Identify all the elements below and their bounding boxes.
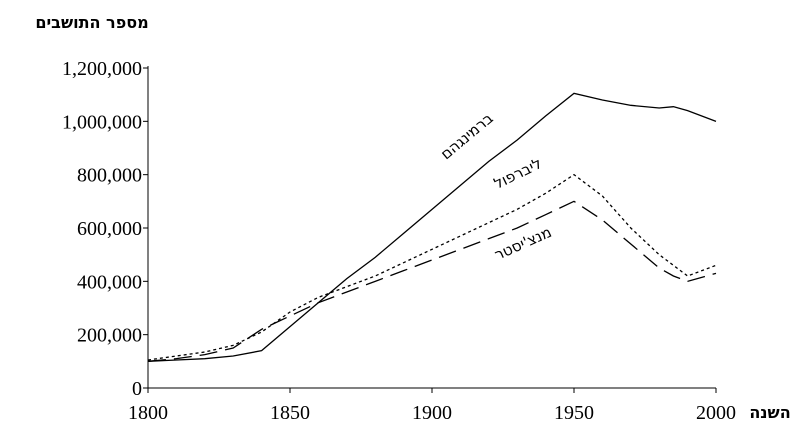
x-tick-label: 1950 [554,402,594,424]
y-tick-label: 0 [132,378,142,400]
series-label: ברמינגהם [437,109,497,163]
x-tick-label: 2000 [696,402,736,424]
x-tick-label: 1850 [270,402,310,424]
series-line [147,92,717,362]
series-label: ליברפול [491,154,545,193]
x-tick-label: 1800 [128,402,168,424]
y-tick-label: 200,000 [77,325,142,347]
x-axis-title: השנה [749,403,790,422]
y-tick-label: 400,000 [77,271,142,293]
y-tick-label: 1,200,000 [62,58,142,80]
y-axis-title: מספר התושבים [35,13,148,32]
y-tick-label: 600,000 [77,218,142,240]
series-line [147,200,717,362]
y-tick-label: 800,000 [77,165,142,187]
series-label: מנצ'יסטר [492,223,555,264]
x-tick-label: 1900 [412,402,452,424]
series-line [147,173,717,361]
y-tick-label: 1,000,000 [62,111,142,133]
